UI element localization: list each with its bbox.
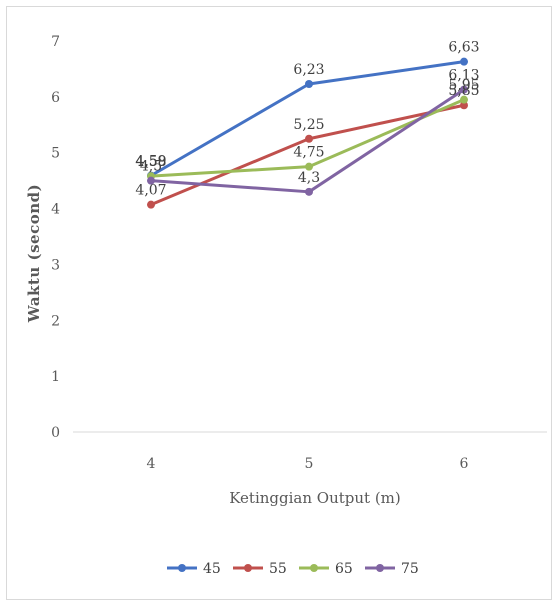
data-label: 5,25 — [293, 117, 324, 133]
data-label: 4,75 — [293, 145, 324, 161]
series-75 — [147, 85, 468, 196]
data-point — [460, 101, 468, 110]
data-label: 6,13 — [448, 68, 479, 84]
legend-item-65: 65 — [299, 561, 353, 577]
legend: 45 55 65 75 — [167, 561, 419, 577]
data-point — [147, 200, 155, 209]
y-tick-label: 6 — [51, 90, 60, 106]
label-layer: 4,59 6,23 6,63 4,07 5,25 5,85 4,58 4,75 5,95 4,5 4… — [135, 40, 479, 199]
data-label: 4,07 — [135, 183, 166, 199]
legend-label: 75 — [401, 561, 419, 577]
data-label: 5,95 — [448, 78, 479, 94]
legend-label: 65 — [335, 561, 353, 577]
data-point — [460, 85, 468, 94]
y-axis-title: Waktu (second) — [25, 184, 43, 323]
y-tick-label: 3 — [51, 257, 60, 273]
data-label: 6,63 — [448, 40, 479, 56]
y-tick-label: 2 — [51, 313, 60, 329]
legend-swatch-marker — [244, 564, 252, 572]
y-tick-label: 7 — [51, 34, 60, 50]
x-tick-label: 6 — [460, 456, 469, 472]
data-point — [460, 57, 468, 66]
data-point — [460, 95, 468, 104]
data-point — [305, 80, 313, 89]
legend-swatch-marker — [376, 564, 384, 572]
y-tick-label: 0 — [51, 425, 60, 441]
legend-swatch-marker — [178, 564, 186, 572]
legend-label: 55 — [269, 561, 287, 577]
data-point — [305, 162, 313, 171]
x-tick-label: 4 — [147, 456, 156, 472]
legend-item-55: 55 — [233, 561, 287, 577]
data-point — [147, 176, 155, 185]
legend-item-45: 45 — [167, 561, 221, 577]
data-label: 4,3 — [298, 170, 320, 186]
data-label: 4,58 — [135, 154, 166, 170]
data-point — [305, 134, 313, 143]
legend-item-75: 75 — [365, 561, 419, 577]
series-55 — [147, 101, 468, 209]
y-tick-label: 5 — [51, 146, 60, 162]
legend-label: 45 — [203, 561, 221, 577]
x-axis-title: Ketinggian Output (m) — [229, 489, 401, 507]
y-tick-label: 4 — [51, 202, 60, 218]
data-point — [305, 187, 313, 196]
data-label: 4,5 — [140, 159, 162, 175]
y-tick-label: 1 — [51, 369, 60, 385]
series-layer — [147, 57, 468, 209]
data-label: 5,85 — [448, 83, 479, 99]
data-label: 4,59 — [135, 154, 166, 170]
data-label: 6,23 — [293, 62, 324, 78]
axis-layer: 0 1 2 3 4 5 6 7 4 5 6 — [51, 34, 547, 472]
legend-swatch-marker — [310, 564, 318, 572]
x-tick-label: 5 — [305, 456, 314, 472]
